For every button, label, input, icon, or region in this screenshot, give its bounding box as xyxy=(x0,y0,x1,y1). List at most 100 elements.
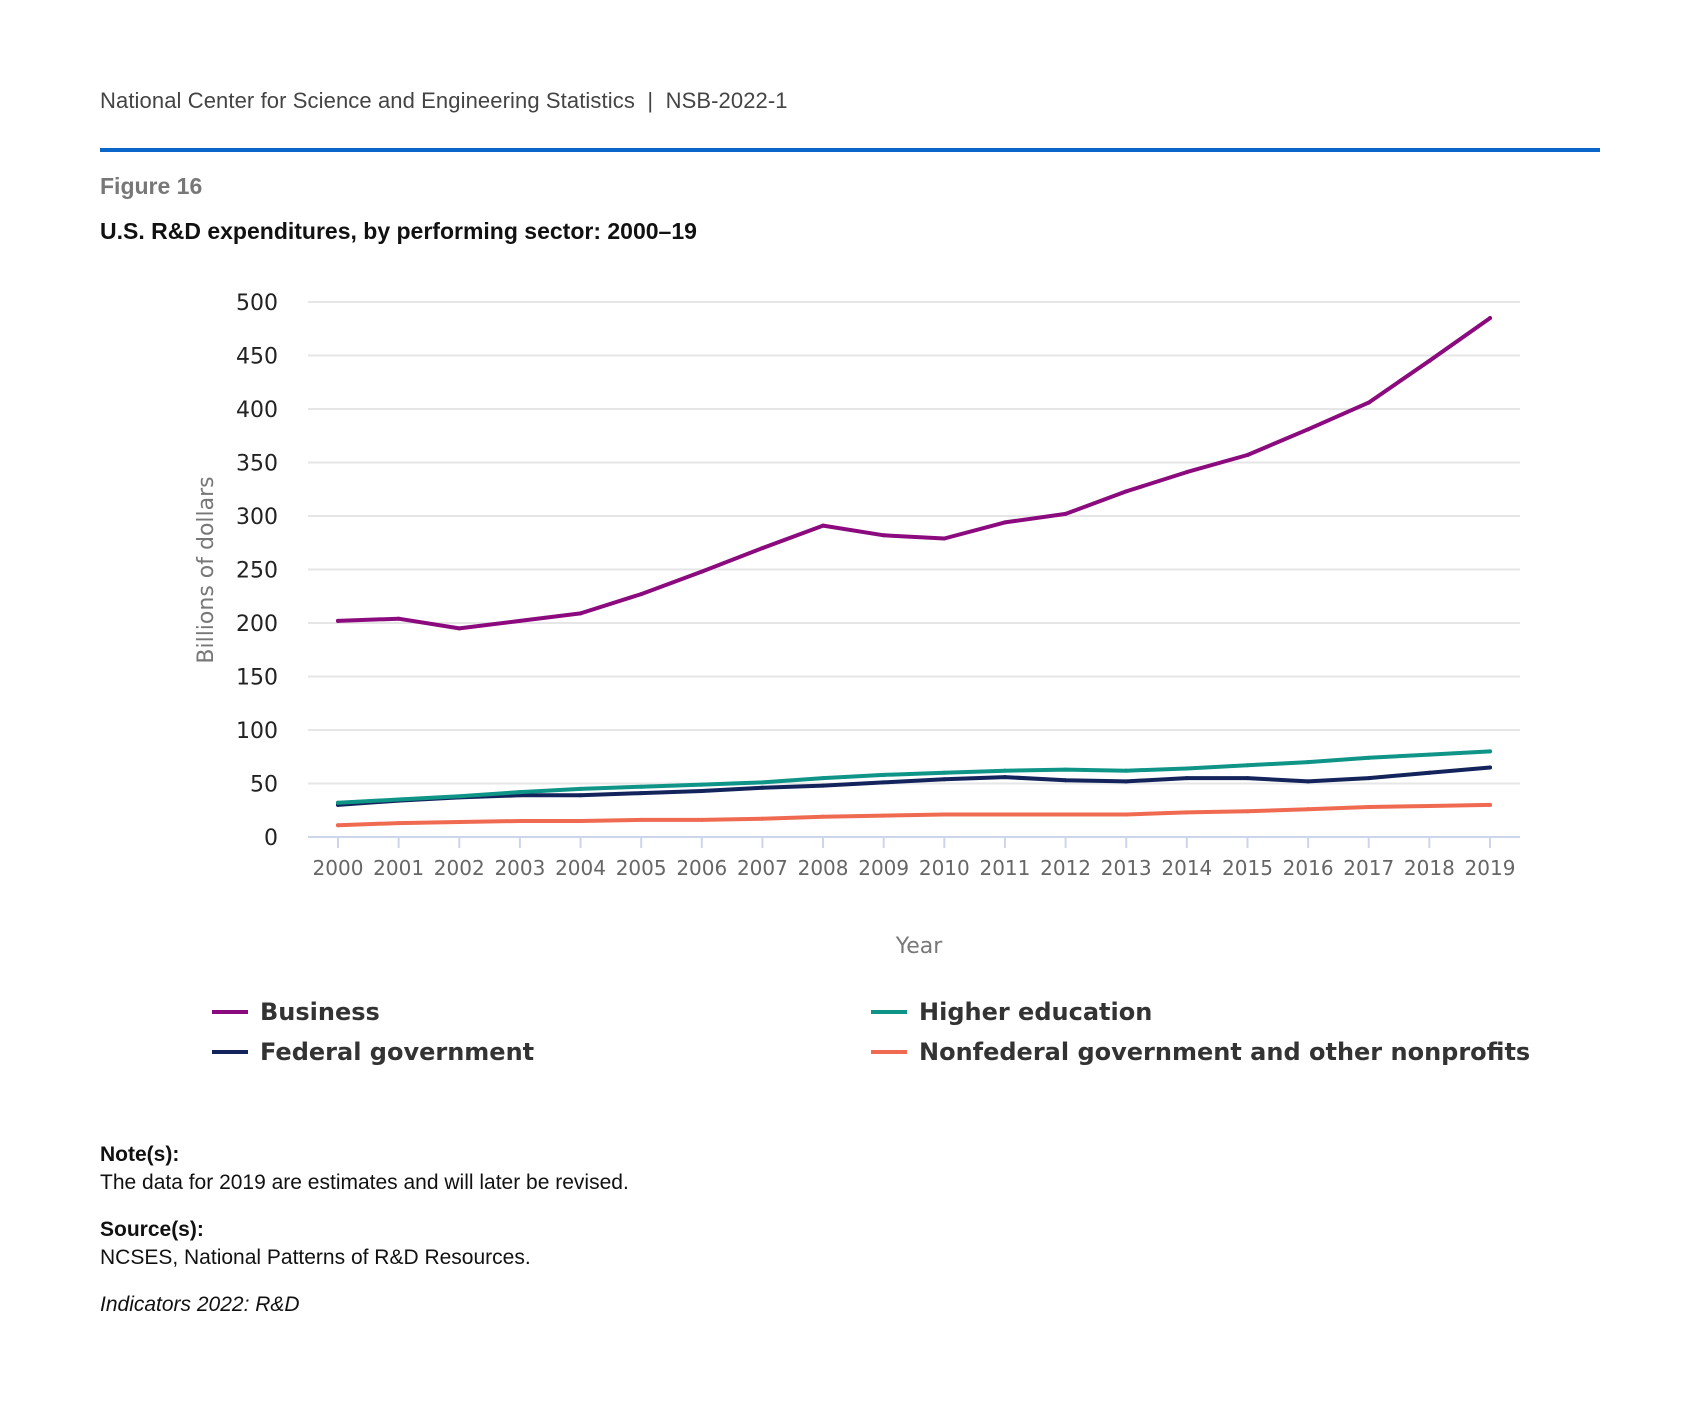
y-tick-label: 400 xyxy=(236,398,278,423)
legend-label: Nonfederal government and other nonprofi… xyxy=(919,1038,1531,1066)
data-point-nonfederal-government-and-other-nonprofits[interactable] xyxy=(1245,809,1250,814)
y-tick-label: 500 xyxy=(236,291,278,316)
data-point-federal-government[interactable] xyxy=(942,777,947,782)
data-point-federal-government[interactable] xyxy=(1002,775,1007,780)
data-point-nonfederal-government-and-other-nonprofits[interactable] xyxy=(1184,810,1189,815)
data-point-nonfederal-government-and-other-nonprofits[interactable] xyxy=(1306,807,1311,812)
data-point-federal-government[interactable] xyxy=(821,783,826,788)
data-point-business[interactable] xyxy=(1124,489,1129,494)
data-point-nonfederal-government-and-other-nonprofits[interactable] xyxy=(1124,812,1129,817)
data-point-higher-education[interactable] xyxy=(1427,752,1432,757)
data-point-higher-education[interactable] xyxy=(699,782,704,787)
data-point-nonfederal-government-and-other-nonprofits[interactable] xyxy=(1366,805,1371,810)
series-line-business[interactable] xyxy=(336,316,1492,631)
data-point-higher-education[interactable] xyxy=(396,797,401,802)
data-point-nonfederal-government-and-other-nonprofits[interactable] xyxy=(1002,812,1007,817)
data-point-business[interactable] xyxy=(1245,453,1250,458)
data-point-nonfederal-government-and-other-nonprofits[interactable] xyxy=(336,823,340,828)
y-tick-label: 100 xyxy=(236,719,278,744)
gridlines xyxy=(308,301,1520,785)
data-point-nonfederal-government-and-other-nonprofits[interactable] xyxy=(1427,803,1432,808)
header-org-line: National Center for Science and Engineer… xyxy=(100,88,788,113)
data-point-federal-government[interactable] xyxy=(639,791,644,796)
x-tick-label: 2006 xyxy=(676,856,727,880)
data-point-nonfederal-government-and-other-nonprofits[interactable] xyxy=(517,818,522,823)
data-point-higher-education[interactable] xyxy=(942,770,947,775)
data-point-nonfederal-government-and-other-nonprofits[interactable] xyxy=(821,814,826,819)
data-point-federal-government[interactable] xyxy=(1184,776,1189,781)
data-point-higher-education[interactable] xyxy=(578,786,583,791)
data-point-higher-education[interactable] xyxy=(1124,768,1129,773)
data-point-business[interactable] xyxy=(578,611,583,616)
legend-item-business[interactable]: Business xyxy=(212,998,380,1026)
data-point-nonfederal-government-and-other-nonprofits[interactable] xyxy=(760,816,765,821)
data-point-business[interactable] xyxy=(396,616,401,621)
data-point-business[interactable] xyxy=(942,536,947,541)
data-point-business[interactable] xyxy=(1002,520,1007,525)
data-point-federal-government[interactable] xyxy=(760,785,765,790)
data-point-business[interactable] xyxy=(639,592,644,597)
data-point-higher-education[interactable] xyxy=(1184,766,1189,771)
data-point-business[interactable] xyxy=(821,523,826,528)
legend-item-federal-government[interactable]: Federal government xyxy=(212,1038,534,1066)
data-point-nonfederal-government-and-other-nonprofits[interactable] xyxy=(457,820,462,825)
data-point-higher-education[interactable] xyxy=(1002,768,1007,773)
data-point-business[interactable] xyxy=(881,533,886,538)
data-point-business[interactable] xyxy=(699,569,704,574)
y-tick-label: 450 xyxy=(236,345,278,370)
data-point-federal-government[interactable] xyxy=(1427,770,1432,775)
x-tick-label: 2019 xyxy=(1465,856,1516,880)
data-point-federal-government[interactable] xyxy=(517,793,522,798)
data-point-federal-government[interactable] xyxy=(1063,778,1068,783)
data-point-business[interactable] xyxy=(1427,358,1432,363)
data-point-business[interactable] xyxy=(1184,470,1189,475)
data-point-business[interactable] xyxy=(760,546,765,551)
data-point-federal-government[interactable] xyxy=(1488,765,1492,770)
data-point-higher-education[interactable] xyxy=(457,794,462,799)
data-point-higher-education[interactable] xyxy=(1366,755,1371,760)
data-point-business[interactable] xyxy=(336,618,340,623)
data-point-business[interactable] xyxy=(517,618,522,623)
data-point-higher-education[interactable] xyxy=(1488,749,1492,754)
data-point-higher-education[interactable] xyxy=(639,784,644,789)
data-point-higher-education[interactable] xyxy=(1245,763,1250,768)
series-line-federal-government[interactable] xyxy=(336,765,1492,807)
data-point-federal-government[interactable] xyxy=(1366,776,1371,781)
data-point-federal-government[interactable] xyxy=(1245,776,1250,781)
data-point-nonfederal-government-and-other-nonprofits[interactable] xyxy=(942,812,947,817)
y-axis-title: Billions of dollars xyxy=(194,476,219,663)
data-point-business[interactable] xyxy=(457,626,462,631)
data-point-nonfederal-government-and-other-nonprofits[interactable] xyxy=(699,817,704,822)
data-point-business[interactable] xyxy=(1306,427,1311,432)
x-tick-label: 2017 xyxy=(1343,856,1394,880)
x-tick-label: 2002 xyxy=(434,856,485,880)
data-point-higher-education[interactable] xyxy=(1063,767,1068,772)
data-point-higher-education[interactable] xyxy=(760,780,765,785)
data-point-higher-education[interactable] xyxy=(881,772,886,777)
x-tick-label: 2010 xyxy=(919,856,970,880)
legend-label: Higher education xyxy=(919,998,1153,1026)
data-point-federal-government[interactable] xyxy=(1124,779,1129,784)
data-point-business[interactable] xyxy=(1488,316,1492,321)
data-point-higher-education[interactable] xyxy=(336,800,340,805)
data-point-nonfederal-government-and-other-nonprofits[interactable] xyxy=(1488,802,1492,807)
legend-item-higher-education[interactable]: Higher education xyxy=(871,998,1152,1026)
data-point-federal-government[interactable] xyxy=(1306,779,1311,784)
data-point-higher-education[interactable] xyxy=(821,776,826,781)
data-point-higher-education[interactable] xyxy=(1306,760,1311,765)
data-point-higher-education[interactable] xyxy=(517,790,522,795)
series-line-higher-education[interactable] xyxy=(336,749,1492,805)
data-point-federal-government[interactable] xyxy=(881,780,886,785)
data-point-nonfederal-government-and-other-nonprofits[interactable] xyxy=(578,818,583,823)
data-point-nonfederal-government-and-other-nonprofits[interactable] xyxy=(881,813,886,818)
series-line-nonfederal-government-and-other-nonprofits[interactable] xyxy=(336,802,1492,828)
data-point-federal-government[interactable] xyxy=(578,793,583,798)
data-point-nonfederal-government-and-other-nonprofits[interactable] xyxy=(1063,812,1068,817)
legend-item-nonfederal[interactable]: Nonfederal government and other nonprofi… xyxy=(871,1038,1530,1066)
data-point-business[interactable] xyxy=(1063,511,1068,516)
data-point-nonfederal-government-and-other-nonprofits[interactable] xyxy=(396,821,401,826)
data-point-business[interactable] xyxy=(1366,400,1371,405)
data-point-nonfederal-government-and-other-nonprofits[interactable] xyxy=(639,817,644,822)
data-point-federal-government[interactable] xyxy=(699,788,704,793)
